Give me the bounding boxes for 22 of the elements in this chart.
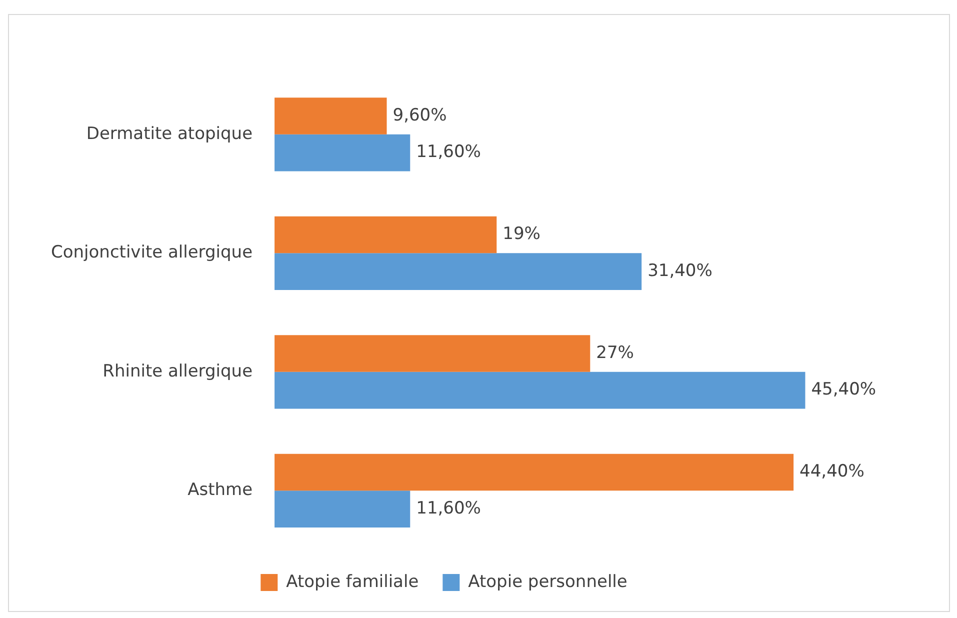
bar	[274, 98, 387, 134]
data-label: 19%	[502, 224, 540, 244]
bar	[274, 335, 590, 372]
data-label: 44,40%	[800, 462, 864, 482]
data-label: 27%	[596, 342, 634, 363]
y-tick-label: Rhinite allergique	[102, 361, 253, 382]
y-tick-label: Asthme	[188, 480, 253, 500]
legend-label: Atopie familiale	[286, 572, 419, 592]
y-tick-label: Conjonctivite allergique	[50, 242, 253, 263]
bar	[274, 134, 410, 172]
bar	[274, 253, 642, 290]
data-label: 9,60%	[392, 105, 447, 126]
data-label: 31,40%	[648, 260, 712, 281]
bar	[274, 216, 497, 254]
data-label: 11,60%	[416, 498, 481, 518]
y-tick-label: Dermatite atopique	[86, 124, 253, 144]
data-label: 11,60%	[416, 142, 481, 162]
legend-label: Atopie personnelle	[468, 572, 628, 592]
bar	[274, 372, 806, 409]
bar	[274, 490, 410, 528]
bar	[274, 454, 794, 491]
data-label: 45,40%	[811, 380, 876, 400]
